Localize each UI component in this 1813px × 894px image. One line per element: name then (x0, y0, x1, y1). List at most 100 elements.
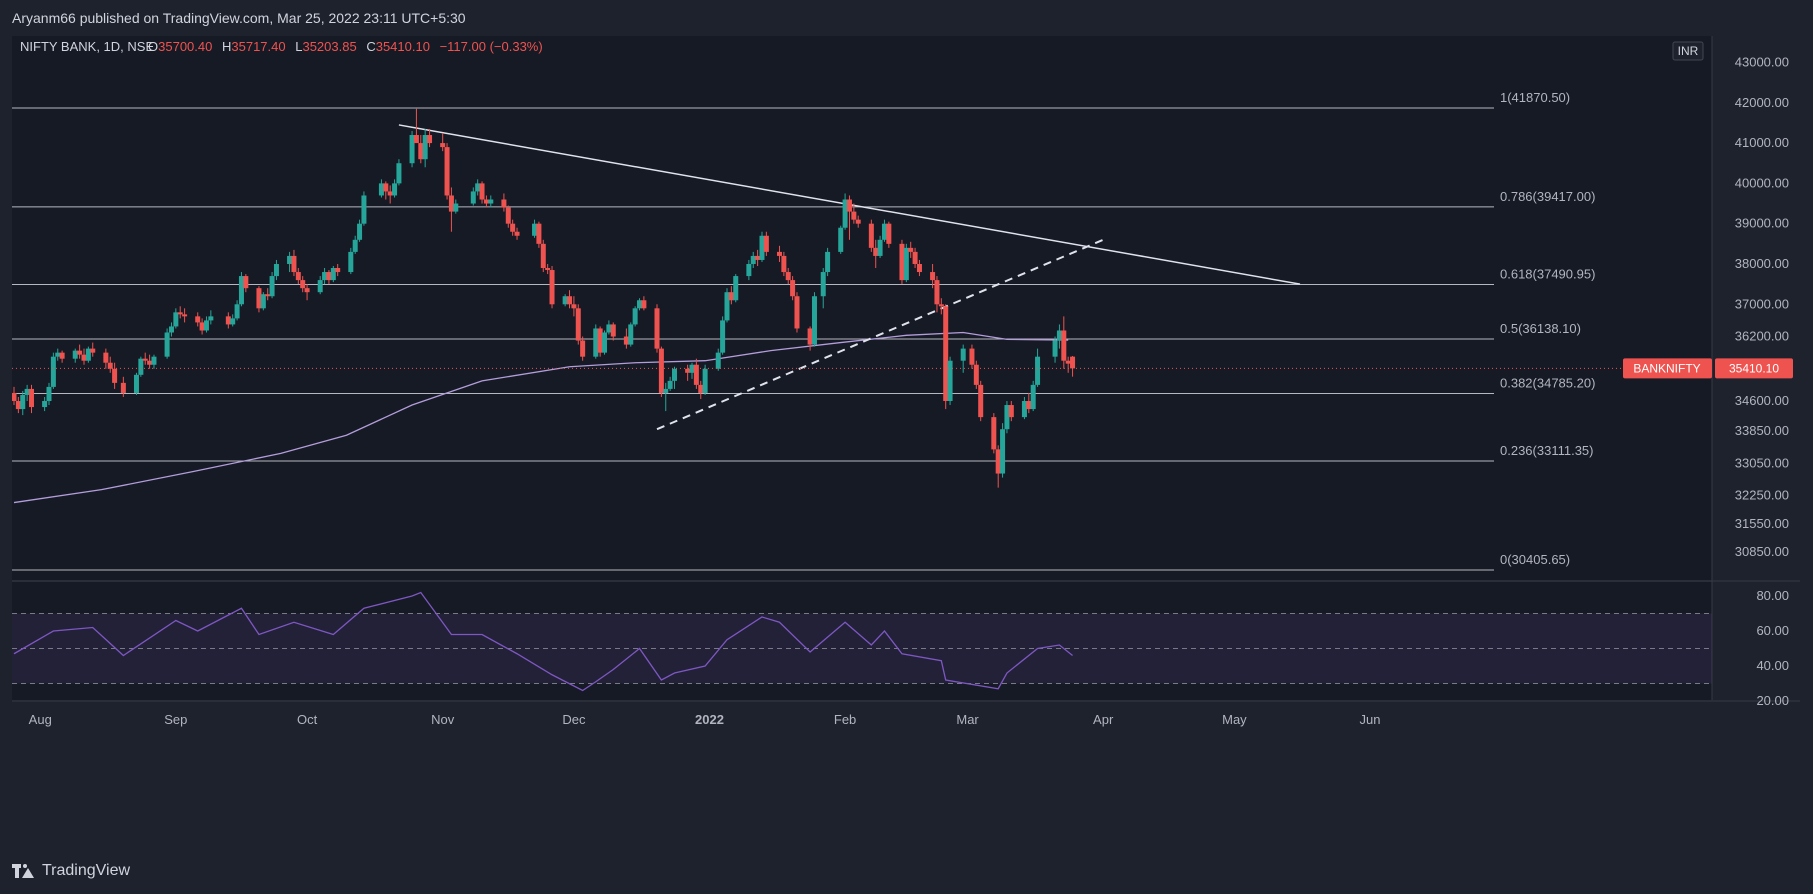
candle (903, 243, 909, 283)
candle-body (203, 320, 209, 331)
candle (505, 205, 511, 228)
candle (733, 274, 739, 303)
candle-body (846, 199, 852, 212)
candle-body (330, 268, 336, 281)
candle-body (733, 276, 739, 301)
candle-body (413, 135, 419, 144)
price-tick-label: 42000.00 (1735, 95, 1789, 110)
candle (501, 193, 507, 212)
candle (916, 259, 922, 277)
candle-body (903, 247, 909, 281)
candle (755, 249, 761, 266)
candle (973, 360, 979, 389)
candle (593, 324, 599, 359)
candle-body (790, 280, 796, 297)
candle (234, 300, 240, 321)
candle-body (28, 388, 34, 408)
chart-area[interactable]: 1(41870.50) 0.786(39417.00) 0.618(37490.95… (11, 14, 1800, 850)
candle-body (934, 280, 940, 305)
candle-body (396, 163, 402, 184)
candle (335, 263, 341, 277)
candle-body (978, 384, 984, 418)
candle-body (938, 304, 944, 307)
candle (938, 298, 944, 315)
candle-body (593, 328, 599, 357)
candle (641, 296, 647, 311)
candle-body (199, 322, 205, 331)
candle-body (291, 255, 297, 273)
candle (418, 135, 424, 164)
candle (720, 316, 726, 355)
rsi-axis[interactable]: 80.00 60.00 40.00 20.00 (1756, 588, 1789, 708)
candle-body (916, 263, 922, 273)
fibonacci-levels: 1(41870.50) 0.786(39417.00) 0.618(37490.95… (12, 90, 1595, 571)
time-tick-label: Nov (431, 712, 455, 727)
trendline-dashed (656, 238, 1104, 431)
candle (151, 354, 157, 369)
currency-button[interactable]: INR (1672, 41, 1704, 61)
candle (300, 276, 306, 293)
candle-body (208, 316, 214, 321)
price-tick-label: 39000.00 (1735, 216, 1789, 231)
fib-label: 0.382(34785.20) (1500, 376, 1595, 391)
candle (1035, 348, 1041, 387)
candle (545, 263, 551, 275)
fib-label: 0.5(36138.10) (1500, 321, 1581, 336)
candle-body (781, 255, 787, 273)
candle (663, 382, 669, 412)
price-tick-label: 33850.00 (1735, 423, 1789, 438)
candle (243, 274, 249, 293)
rsi-tick-label: 40.00 (1756, 658, 1789, 673)
footer: TradingView (0, 850, 1813, 894)
candle-body (440, 143, 446, 148)
candle (580, 336, 586, 361)
tradingview-brand[interactable]: TradingView (12, 862, 130, 880)
candle (203, 316, 209, 333)
candle-body (698, 384, 704, 393)
price-axis[interactable]: 44000.0043000.0042000.0041000.0040000.00… (1735, 14, 1789, 559)
candle-body (304, 288, 310, 293)
candle (1008, 401, 1014, 422)
candle-body (724, 292, 730, 321)
candle (877, 235, 883, 258)
candle (693, 358, 699, 389)
time-axis[interactable]: Aug Sep Oct Nov Dec 2022 Feb Mar Apr May Jun (29, 712, 1381, 727)
candle-body (488, 199, 494, 204)
candle (409, 130, 415, 168)
candle-body (24, 388, 30, 395)
candle-body (628, 324, 634, 345)
candle-body (409, 135, 415, 164)
candle (667, 376, 673, 391)
legend-high: 35717.40 (231, 39, 285, 54)
candle-body (173, 312, 179, 327)
candle-body (868, 223, 874, 248)
candle (475, 179, 481, 196)
candle-body (807, 328, 813, 345)
candle-body (195, 316, 201, 323)
candle (260, 292, 266, 311)
candle (571, 296, 577, 317)
candle-body (352, 239, 358, 252)
candle-body (11, 392, 17, 402)
candle-body (602, 332, 608, 353)
fib-label: 1(41870.50) (1500, 90, 1570, 105)
candle (1030, 380, 1036, 412)
candle (199, 318, 205, 335)
candle (72, 348, 78, 363)
rsi-pane[interactable] (12, 582, 1712, 700)
candle (969, 344, 975, 369)
legend-open: 35700.40 (158, 39, 212, 54)
candle (182, 308, 188, 323)
candle-body (182, 314, 188, 317)
price-tick-label: 43000.00 (1735, 54, 1789, 69)
candle-body (335, 268, 341, 273)
chart-svg[interactable]: 1(41870.50) 0.786(39417.00) 0.618(37490.95… (11, 14, 1800, 850)
candle (90, 342, 96, 357)
candle-body (654, 308, 660, 349)
candle (396, 159, 402, 186)
candle-body (510, 223, 516, 232)
candle (112, 362, 118, 389)
candle (448, 187, 454, 232)
price-pane[interactable] (12, 36, 1712, 580)
candle-body (759, 235, 765, 260)
